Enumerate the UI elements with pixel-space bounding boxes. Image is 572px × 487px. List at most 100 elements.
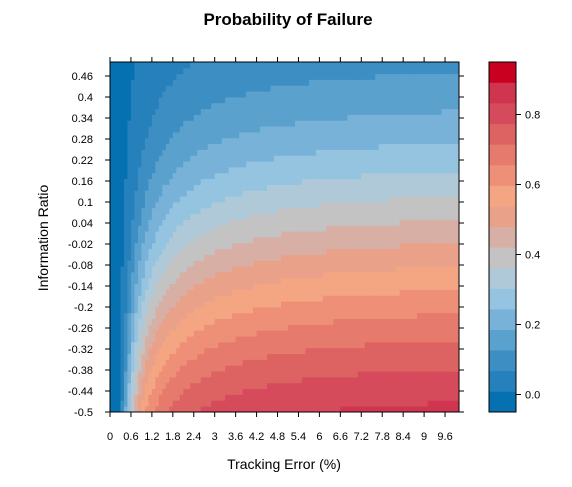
heat-cell [211, 196, 216, 203]
heat-cell [151, 120, 156, 127]
heat-cell [116, 62, 121, 69]
heat-cell [368, 406, 373, 413]
heat-cell [281, 155, 285, 162]
heat-cell [284, 277, 289, 285]
heat-cell [116, 202, 121, 209]
heat-cell [183, 102, 188, 110]
heat-cell [228, 312, 233, 320]
heat-cell [396, 114, 401, 121]
heat-cell [162, 91, 167, 98]
heat-cell [274, 62, 278, 69]
heat-cell [368, 137, 373, 145]
heat-cell [165, 301, 170, 308]
heat-cell [179, 406, 184, 413]
heat-cell [378, 248, 383, 255]
heat-cell [137, 190, 142, 197]
heat-cell [392, 365, 397, 372]
heat-cell [385, 85, 390, 92]
heat-cell [155, 231, 160, 238]
heat-cell [399, 324, 404, 331]
heat-cell [291, 266, 296, 273]
heat-cell [375, 85, 380, 92]
heat-cell [274, 202, 278, 209]
heat-cell [193, 406, 198, 413]
heat-cell [277, 149, 282, 156]
heat-cell [389, 277, 394, 285]
heat-cell [169, 260, 174, 267]
heat-cell [186, 62, 191, 69]
heat-cell [110, 231, 114, 238]
heat-cell [308, 67, 313, 75]
heat-cell [294, 178, 299, 185]
heat-cell [183, 371, 188, 378]
heat-cell [357, 190, 362, 197]
heat-cell [120, 266, 125, 273]
heat-cell [176, 359, 181, 366]
heat-cell [141, 406, 146, 413]
heat-cell [260, 149, 264, 156]
heat-cell [305, 178, 310, 185]
heat-cell [291, 248, 296, 255]
heat-cell [385, 196, 390, 203]
heat-cell [389, 207, 394, 215]
heat-cell [382, 347, 387, 355]
heat-cell [235, 242, 240, 250]
heat-cell [301, 196, 306, 203]
heat-cell [186, 190, 191, 197]
heat-cell [151, 394, 156, 401]
heat-cell [340, 79, 345, 86]
heat-cell [281, 242, 285, 250]
heat-cell [186, 248, 191, 255]
heat-cell [158, 178, 163, 185]
heat-cell [151, 126, 156, 133]
heat-cell [151, 365, 156, 372]
heat-cell [277, 120, 282, 127]
heat-cell [116, 289, 121, 296]
heat-cell [347, 406, 352, 413]
heat-cell [127, 342, 132, 349]
heat-cell [214, 172, 219, 180]
heat-cell [214, 336, 219, 343]
heat-cell [354, 266, 359, 273]
heat-cell [113, 382, 118, 390]
heat-cell [312, 225, 317, 232]
heat-cell [172, 359, 177, 366]
heat-cell [357, 79, 362, 86]
heat-cell [364, 219, 369, 226]
heat-cell [333, 161, 338, 168]
heat-cell [378, 400, 383, 407]
heat-cell [392, 196, 397, 203]
heat-cell [375, 213, 380, 220]
heat-cell [179, 231, 184, 238]
heat-cell [110, 108, 114, 115]
heat-cell [176, 318, 181, 325]
heat-cell [343, 155, 348, 162]
heat-cell [207, 237, 212, 244]
heat-cell [169, 184, 174, 191]
heat-cell [235, 371, 240, 378]
heat-cell [294, 289, 299, 296]
heat-cell [354, 202, 359, 209]
heat-cell [162, 371, 167, 378]
heat-cell [186, 388, 191, 395]
heat-cell [378, 102, 383, 110]
heat-cell [134, 359, 139, 366]
heat-cell [151, 283, 156, 290]
heat-cell [218, 324, 223, 331]
heat-cell [144, 312, 149, 320]
heat-cell [204, 178, 209, 185]
heat-cell [267, 330, 271, 337]
heat-cell [134, 406, 139, 413]
heat-cell [270, 359, 275, 366]
heat-cell [110, 371, 114, 378]
heat-cell [172, 272, 177, 279]
heat-cell [301, 132, 306, 139]
heat-cell [361, 266, 366, 273]
heat-cell [378, 266, 383, 273]
heat-cell [298, 196, 303, 203]
heat-cell [301, 149, 306, 156]
heat-cell [312, 85, 317, 92]
heat-cell [399, 359, 404, 366]
heat-cell [312, 172, 317, 180]
heat-cell [336, 108, 341, 115]
